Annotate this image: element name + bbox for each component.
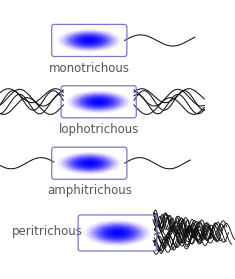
Ellipse shape bbox=[60, 153, 119, 174]
Ellipse shape bbox=[106, 229, 129, 237]
Ellipse shape bbox=[72, 92, 126, 112]
Ellipse shape bbox=[68, 33, 111, 48]
Ellipse shape bbox=[109, 230, 126, 236]
Ellipse shape bbox=[84, 39, 95, 42]
Ellipse shape bbox=[92, 223, 143, 243]
Ellipse shape bbox=[82, 96, 115, 108]
Ellipse shape bbox=[73, 157, 106, 169]
Ellipse shape bbox=[62, 153, 116, 173]
Ellipse shape bbox=[66, 90, 131, 114]
Ellipse shape bbox=[73, 35, 106, 46]
Ellipse shape bbox=[81, 38, 97, 43]
Ellipse shape bbox=[93, 100, 104, 104]
Ellipse shape bbox=[85, 97, 112, 107]
Text: lophotrichous: lophotrichous bbox=[59, 123, 139, 136]
Ellipse shape bbox=[81, 160, 97, 166]
Ellipse shape bbox=[65, 32, 114, 49]
Ellipse shape bbox=[60, 30, 119, 51]
Ellipse shape bbox=[76, 158, 103, 168]
Ellipse shape bbox=[86, 162, 92, 164]
Ellipse shape bbox=[68, 155, 111, 171]
Text: monotrichous: monotrichous bbox=[49, 62, 130, 74]
Ellipse shape bbox=[78, 159, 100, 167]
Ellipse shape bbox=[101, 226, 134, 240]
Ellipse shape bbox=[86, 221, 149, 245]
Ellipse shape bbox=[86, 40, 92, 41]
Ellipse shape bbox=[80, 95, 118, 109]
Ellipse shape bbox=[57, 151, 122, 175]
Ellipse shape bbox=[98, 225, 137, 241]
Ellipse shape bbox=[65, 155, 114, 172]
Ellipse shape bbox=[76, 36, 103, 45]
Ellipse shape bbox=[83, 220, 152, 246]
Ellipse shape bbox=[78, 37, 100, 44]
Ellipse shape bbox=[115, 232, 120, 234]
Ellipse shape bbox=[89, 222, 146, 244]
Text: peritrichous: peritrichous bbox=[12, 225, 82, 238]
Ellipse shape bbox=[57, 29, 122, 52]
Ellipse shape bbox=[62, 31, 116, 50]
Ellipse shape bbox=[69, 91, 129, 112]
Ellipse shape bbox=[70, 34, 108, 47]
Ellipse shape bbox=[95, 224, 140, 242]
Ellipse shape bbox=[74, 93, 123, 110]
Ellipse shape bbox=[112, 231, 123, 235]
Text: amphitrichous: amphitrichous bbox=[47, 184, 132, 197]
Ellipse shape bbox=[103, 227, 132, 239]
Ellipse shape bbox=[70, 157, 108, 170]
Ellipse shape bbox=[96, 101, 102, 103]
Ellipse shape bbox=[91, 99, 107, 105]
Ellipse shape bbox=[77, 94, 120, 110]
Ellipse shape bbox=[84, 161, 95, 165]
Ellipse shape bbox=[88, 98, 110, 106]
